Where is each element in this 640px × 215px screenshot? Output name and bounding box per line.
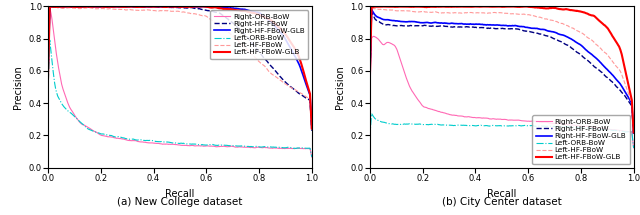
- X-axis label: Recall: Recall: [165, 189, 195, 198]
- Legend: Right-ORB-BoW, Right-HF-FBoW, Right-HF-FBoW-GLB, Left-ORB-BoW, Left-HF-FBoW, Lef: Right-ORB-BoW, Right-HF-FBoW, Right-HF-F…: [211, 10, 308, 59]
- Y-axis label: Precision: Precision: [13, 65, 23, 109]
- Legend: Right-ORB-BoW, Right-HF-FBoW, Right-HF-FBoW-GLB, Left-ORB-BoW, Left-HF-FBoW, Lef: Right-ORB-BoW, Right-HF-FBoW, Right-HF-F…: [532, 115, 630, 164]
- Text: (b) City Center dataset: (b) City Center dataset: [442, 197, 561, 207]
- X-axis label: Recall: Recall: [487, 189, 516, 198]
- Y-axis label: Precision: Precision: [335, 65, 345, 109]
- Text: (a) New College dataset: (a) New College dataset: [117, 197, 243, 207]
